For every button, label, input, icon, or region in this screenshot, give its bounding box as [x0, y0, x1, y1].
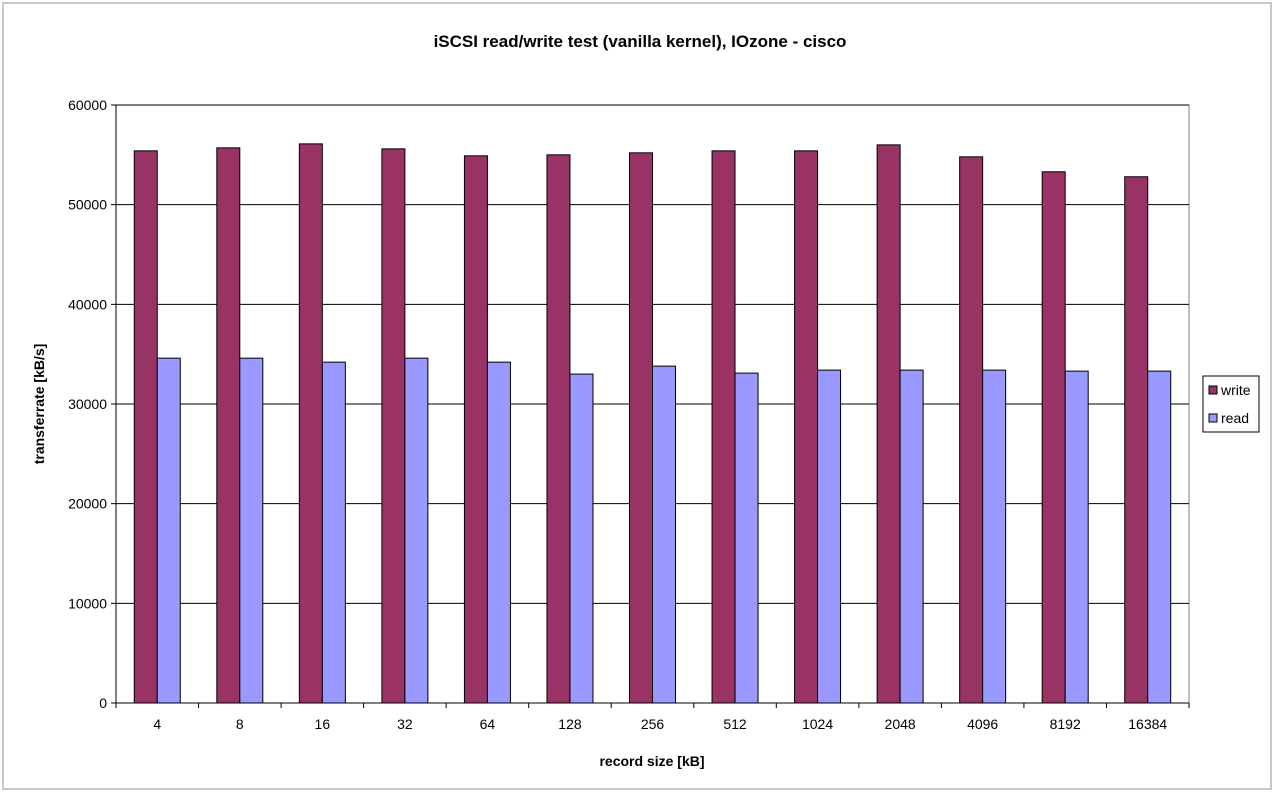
legend-label-write: write — [1220, 382, 1251, 398]
bar-read-512 — [735, 373, 758, 703]
x-tick-label: 4096 — [967, 716, 998, 732]
bar-write-8 — [217, 148, 240, 703]
bar-read-1024 — [818, 370, 841, 703]
bar-write-128 — [547, 155, 570, 703]
y-tick-label: 60000 — [68, 97, 107, 113]
y-tick-label: 50000 — [68, 197, 107, 213]
bar-read-256 — [653, 366, 676, 703]
x-tick-label: 2048 — [885, 716, 916, 732]
bar-write-8192 — [1042, 172, 1065, 703]
bar-write-4096 — [960, 157, 983, 703]
bar-read-16384 — [1148, 371, 1171, 703]
bar-read-2048 — [900, 370, 923, 703]
x-axis-title: record size [kB] — [599, 753, 704, 769]
y-tick-label: 20000 — [68, 496, 107, 512]
x-tick-label: 16384 — [1128, 716, 1167, 732]
x-axis-ticks: 4 8 16 32 64 128 256 512 1024 2048 4096 8192 16384 — [116, 703, 1189, 732]
x-tick-label: 8 — [236, 716, 244, 732]
bar-read-64 — [487, 362, 510, 703]
bar-write-64 — [464, 156, 487, 703]
x-tick-label: 256 — [641, 716, 665, 732]
y-tick-label: 0 — [99, 695, 107, 711]
bar-read-4096 — [983, 370, 1006, 703]
legend: write read — [1203, 376, 1259, 432]
x-tick-label: 512 — [723, 716, 747, 732]
x-tick-label: 1024 — [802, 716, 833, 732]
x-tick-label: 4 — [153, 716, 161, 732]
bar-read-16 — [322, 362, 345, 703]
legend-swatch-read — [1209, 414, 1217, 422]
bar-write-32 — [382, 149, 405, 703]
chart-title: iSCSI read/write test (vanilla kernel), … — [434, 32, 847, 51]
bar-write-1024 — [795, 151, 818, 703]
y-tick-label: 40000 — [68, 296, 107, 312]
x-tick-label: 16 — [315, 716, 331, 732]
bar-read-8192 — [1065, 371, 1088, 703]
bar-read-32 — [405, 358, 428, 703]
bar-write-16384 — [1125, 177, 1148, 703]
legend-swatch-write — [1209, 386, 1217, 394]
bar-write-512 — [712, 151, 735, 703]
bar-write-2048 — [877, 145, 900, 703]
bar-write-4 — [134, 151, 157, 703]
y-axis-title: transferrate [kB/s] — [31, 344, 47, 465]
x-tick-label: 64 — [480, 716, 496, 732]
x-tick-label: 32 — [397, 716, 413, 732]
bar-read-128 — [570, 374, 593, 703]
y-axis-ticks: 0 10000 20000 30000 40000 50000 60000 — [68, 97, 116, 711]
bar-write-256 — [630, 153, 653, 703]
bar-write-16 — [299, 144, 322, 703]
x-tick-label: 8192 — [1050, 716, 1081, 732]
legend-label-read: read — [1221, 410, 1249, 426]
y-tick-label: 10000 — [68, 595, 107, 611]
y-tick-label: 30000 — [68, 396, 107, 412]
x-tick-label: 128 — [558, 716, 582, 732]
bar-read-8 — [240, 358, 263, 703]
bar-read-4 — [157, 358, 180, 703]
